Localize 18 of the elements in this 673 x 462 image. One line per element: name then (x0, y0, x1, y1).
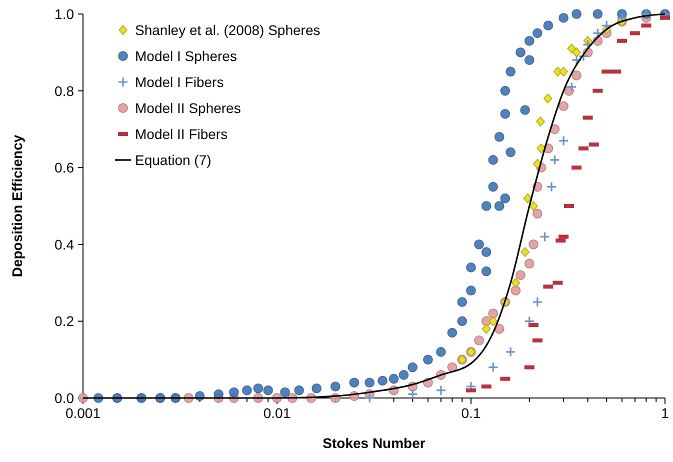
y-tick-label: 0.4 (54, 236, 74, 252)
legend-label: Model II Spheres (135, 100, 241, 116)
legend-label: Equation (7) (135, 152, 212, 168)
x-axis-title: Stokes Number (322, 435, 426, 451)
y-tick-label: 0.2 (54, 313, 74, 330)
x-tick-label: 0.1 (461, 405, 481, 421)
legend-label: Model II Fibers (135, 126, 228, 142)
legend-label: Model I Spheres (135, 48, 237, 64)
x-tick-label: 0.01 (263, 405, 291, 421)
y-tick-label: 0.0 (54, 390, 74, 406)
y-tick-label: 0.8 (54, 82, 74, 99)
y-tick-label: 1.0 (54, 6, 74, 22)
x-tick-label: 0.001 (65, 405, 101, 421)
legend-label: Model I Fibers (135, 74, 224, 90)
y-axis-title: Deposition Efficiency (9, 134, 25, 278)
x-tick-label: 1 (661, 405, 670, 421)
legend-label: Shanley et al. (2008) Spheres (135, 22, 320, 38)
y-tick-label: 0.6 (54, 160, 74, 176)
